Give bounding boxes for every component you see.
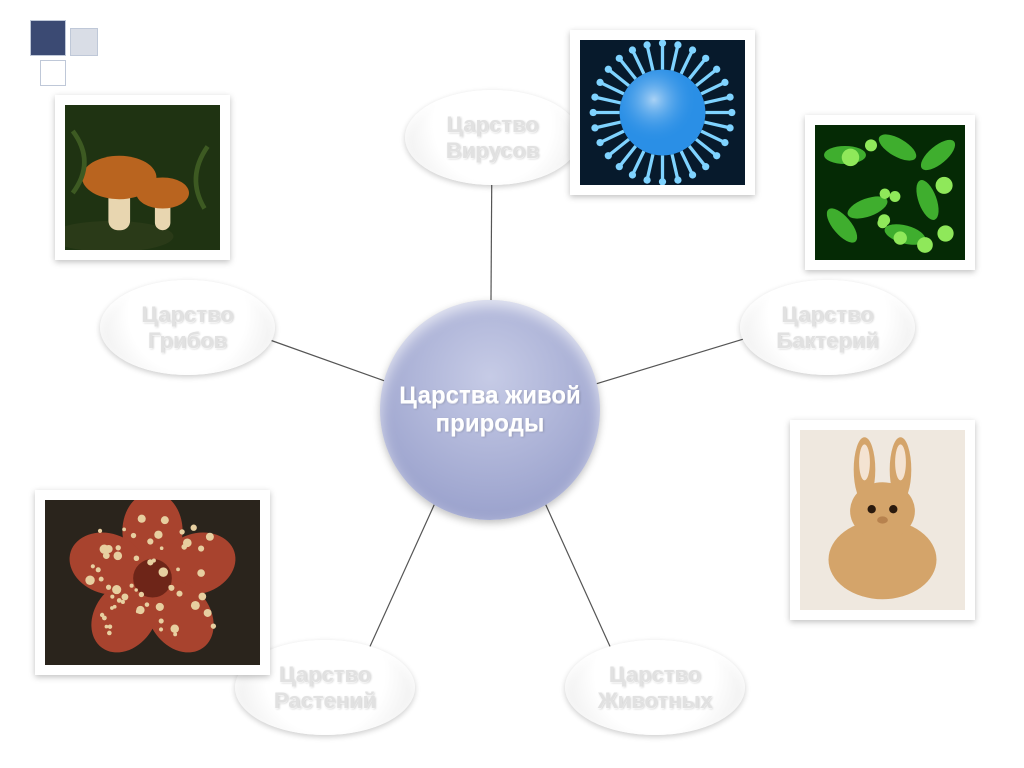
node-label: Царство Вирусов [411, 112, 574, 163]
center-label: Царства живой природы [390, 382, 590, 437]
image-plants [35, 490, 270, 675]
node-label: Царство Бактерий [746, 302, 909, 353]
image-viruses [570, 30, 755, 195]
image-bacteria [805, 115, 975, 270]
image-animals [790, 420, 975, 620]
node-viruses: Царство Вирусов [405, 90, 580, 185]
center-node: Царства живой природы [380, 300, 600, 520]
node-animals: Царство Животных [565, 640, 745, 735]
node-fungi: Царство Грибов [100, 280, 275, 375]
diagram-canvas: Царства живой природы Царство Вирусов Ца… [0, 0, 1024, 768]
node-bacteria: Царство Бактерий [740, 280, 915, 375]
node-label: Царство Грибов [106, 302, 269, 353]
node-label: Царство Животных [571, 662, 739, 713]
image-fungi [55, 95, 230, 260]
